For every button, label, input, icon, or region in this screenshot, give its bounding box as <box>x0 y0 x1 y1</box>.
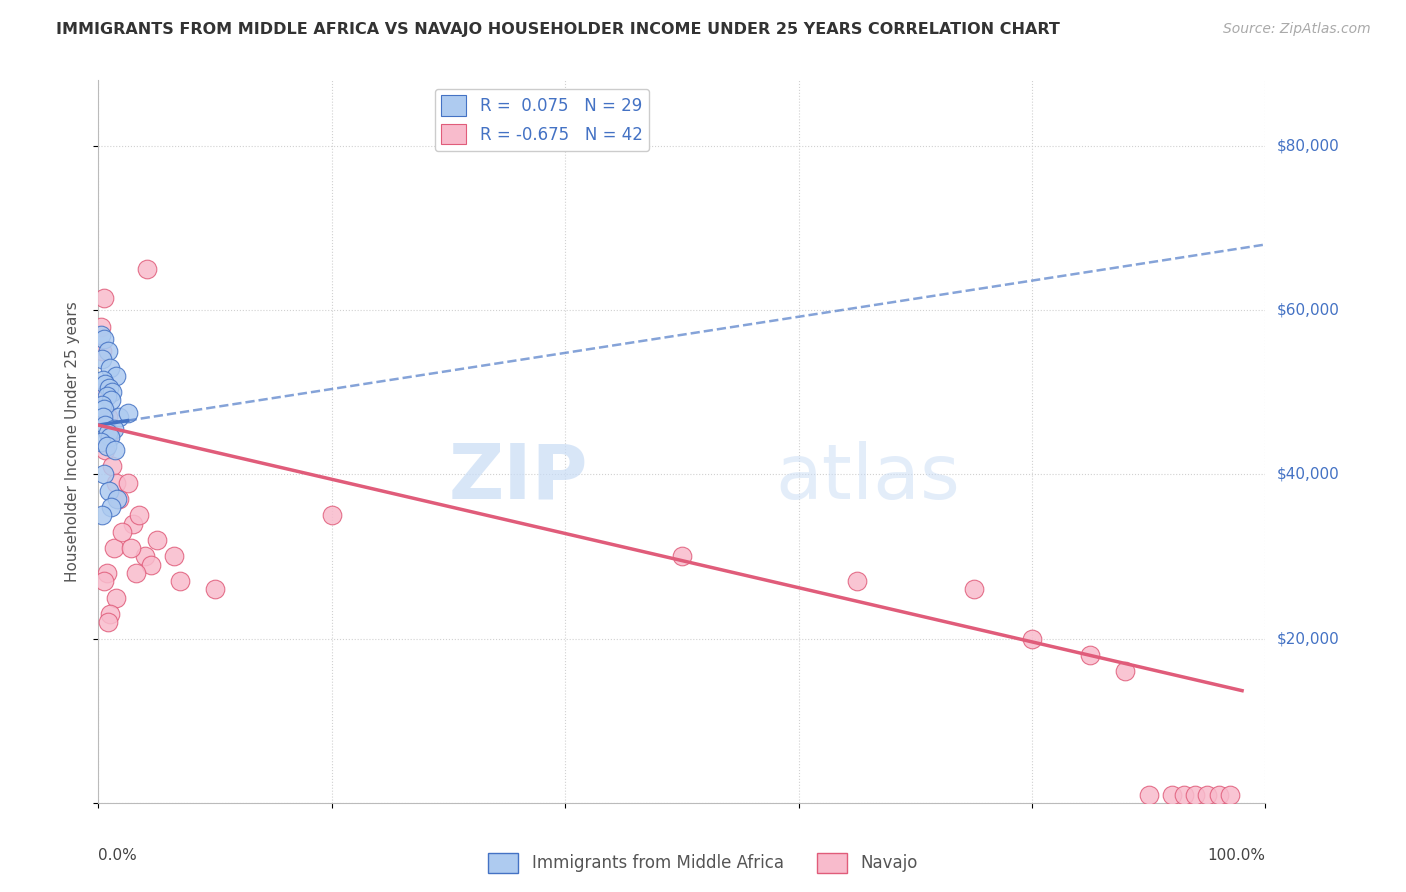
Point <box>93 332 115 346</box>
Text: ZIP: ZIP <box>449 441 589 515</box>
Point <box>104 475 127 490</box>
Point <box>103 422 125 436</box>
Point <box>93 291 115 305</box>
Point <box>117 475 139 490</box>
Point <box>93 401 115 416</box>
Point <box>1021 632 1043 646</box>
Point <box>97 615 120 630</box>
Point <box>96 566 118 580</box>
Point <box>125 566 148 580</box>
Point <box>93 574 115 588</box>
Point <box>104 591 127 605</box>
Point <box>90 327 112 342</box>
Point <box>1080 648 1102 662</box>
Point <box>104 442 127 457</box>
Point <box>94 418 117 433</box>
Point <box>1184 788 1206 802</box>
Point <box>163 549 186 564</box>
Point <box>101 459 124 474</box>
Point <box>671 549 693 564</box>
Point <box>90 398 112 412</box>
Point <box>101 385 124 400</box>
Point <box>96 439 118 453</box>
Point <box>91 409 114 424</box>
Point <box>1197 788 1219 802</box>
Point <box>93 467 115 482</box>
Point <box>96 389 118 403</box>
Point <box>94 377 117 392</box>
Point <box>122 516 145 531</box>
Point <box>98 360 121 375</box>
Point <box>1114 665 1136 679</box>
Point <box>97 381 120 395</box>
Point <box>1219 788 1241 802</box>
Point <box>128 508 150 523</box>
Point <box>321 508 343 523</box>
Legend: R =  0.075   N = 29, R = -0.675   N = 42: R = 0.075 N = 29, R = -0.675 N = 42 <box>434 88 650 151</box>
Point <box>98 607 121 621</box>
Point <box>100 393 122 408</box>
Point <box>1137 788 1160 802</box>
Point <box>136 262 159 277</box>
Point <box>90 508 112 523</box>
Point <box>846 574 869 588</box>
Y-axis label: Householder Income Under 25 years: Householder Income Under 25 years <box>65 301 80 582</box>
Text: $40,000: $40,000 <box>1277 467 1340 482</box>
Point <box>105 491 128 506</box>
Point <box>100 500 122 515</box>
Point <box>120 541 142 556</box>
Point <box>90 352 112 367</box>
Point <box>97 426 120 441</box>
Point <box>94 442 117 457</box>
Point <box>117 406 139 420</box>
Point <box>108 409 131 424</box>
Point <box>91 373 114 387</box>
Text: $60,000: $60,000 <box>1277 302 1340 318</box>
Point <box>97 344 120 359</box>
Text: 0.0%: 0.0% <box>98 848 138 863</box>
Point <box>962 582 984 597</box>
Point <box>108 491 131 506</box>
Legend: Immigrants from Middle Africa, Navajo: Immigrants from Middle Africa, Navajo <box>482 847 924 880</box>
Text: 100.0%: 100.0% <box>1208 848 1265 863</box>
Point <box>98 430 121 444</box>
Point <box>139 558 162 572</box>
Point <box>111 524 134 539</box>
Text: $80,000: $80,000 <box>1277 138 1340 153</box>
Point <box>90 319 112 334</box>
Point <box>134 549 156 564</box>
Point <box>97 409 120 424</box>
Point <box>91 385 114 400</box>
Point <box>90 344 112 359</box>
Point <box>97 483 120 498</box>
Point <box>104 368 127 383</box>
Point <box>1173 788 1195 802</box>
Text: $20,000: $20,000 <box>1277 632 1340 646</box>
Point <box>204 582 226 597</box>
Point <box>90 434 112 449</box>
Point <box>103 541 125 556</box>
Text: Source: ZipAtlas.com: Source: ZipAtlas.com <box>1223 22 1371 37</box>
Point <box>1161 788 1184 802</box>
Point <box>146 533 169 547</box>
Point <box>1208 788 1230 802</box>
Point <box>169 574 191 588</box>
Text: atlas: atlas <box>775 441 960 515</box>
Text: IMMIGRANTS FROM MIDDLE AFRICA VS NAVAJO HOUSEHOLDER INCOME UNDER 25 YEARS CORREL: IMMIGRANTS FROM MIDDLE AFRICA VS NAVAJO … <box>56 22 1060 37</box>
Point <box>98 426 121 441</box>
